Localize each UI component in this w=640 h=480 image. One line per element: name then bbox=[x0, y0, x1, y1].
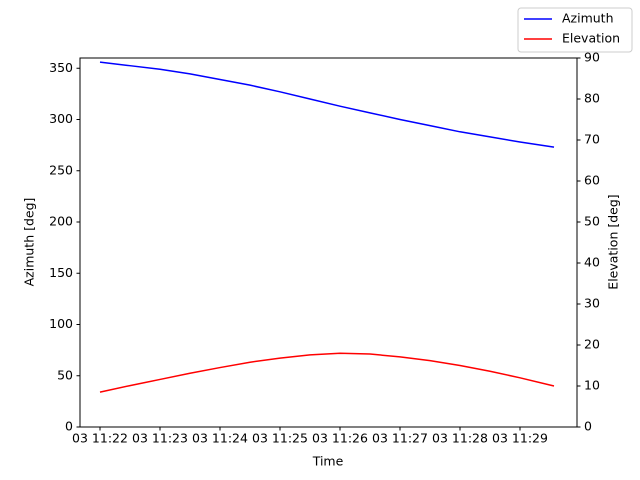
y-tick-label: 350 bbox=[49, 60, 73, 75]
y2-tick-label: 80 bbox=[584, 91, 600, 106]
y-tick-label: 250 bbox=[49, 162, 73, 177]
y2-tick-label: 50 bbox=[584, 214, 600, 229]
x-tick-label: 03 11:26 bbox=[312, 431, 368, 446]
x-tick-label: 03 11:23 bbox=[132, 431, 188, 446]
line-series bbox=[99, 61, 555, 148]
y-tick-label: 50 bbox=[57, 367, 73, 382]
y2-tick-label: 30 bbox=[584, 296, 600, 311]
line-series bbox=[99, 352, 555, 393]
x-tick-label: 03 11:28 bbox=[432, 431, 488, 446]
y-tick-label: 100 bbox=[49, 316, 73, 331]
y2-tick-label: 90 bbox=[584, 50, 600, 65]
plot-frame bbox=[79, 57, 578, 428]
x-tick-label: 03 11:24 bbox=[192, 431, 248, 446]
x-axis-label: Time bbox=[312, 454, 344, 469]
x-tick-label: 03 11:27 bbox=[372, 431, 428, 446]
y2-tick-label: 20 bbox=[584, 337, 600, 352]
y2-tick-label: 40 bbox=[584, 255, 600, 270]
y2-axis-label: Elevation [deg] bbox=[606, 194, 621, 289]
y-tick-label: 200 bbox=[49, 214, 73, 229]
legend-label: Azimuth bbox=[562, 11, 614, 26]
y2-tick-label: 70 bbox=[584, 132, 600, 147]
y2-tick-label: 60 bbox=[584, 173, 600, 188]
y-tick-label: 300 bbox=[49, 111, 73, 126]
y2-tick-label: 0 bbox=[584, 419, 592, 434]
y-tick-label: 150 bbox=[49, 265, 73, 280]
x-tick-label: 03 11:29 bbox=[492, 431, 548, 446]
y-axis-label: Azimuth [deg] bbox=[22, 198, 37, 287]
x-tick-label: 03 11:22 bbox=[72, 431, 128, 446]
x-tick-label: 03 11:25 bbox=[252, 431, 308, 446]
y-tick-label: 0 bbox=[65, 419, 73, 434]
y2-tick-label: 10 bbox=[584, 378, 600, 393]
legend-label: Elevation bbox=[562, 31, 620, 46]
